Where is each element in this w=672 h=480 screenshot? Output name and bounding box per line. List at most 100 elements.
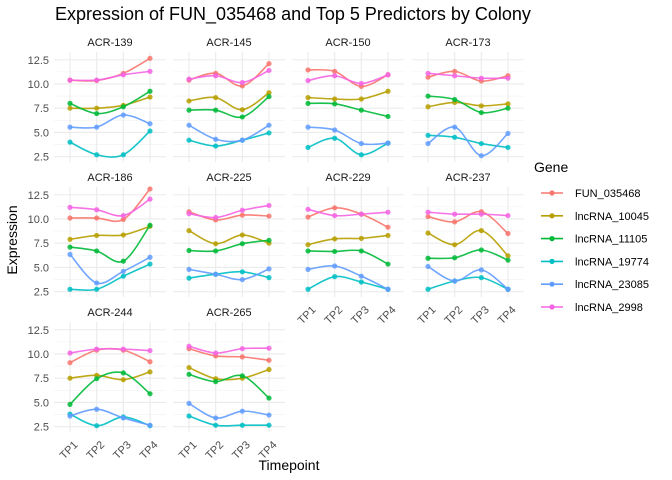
data-point xyxy=(358,140,364,147)
x-axis-label: Timepoint xyxy=(259,457,320,473)
series-line-lncrna_2998 xyxy=(188,345,270,354)
data-point xyxy=(452,68,458,74)
data-point xyxy=(147,94,153,100)
facet-panel: ACR-237 TP1 TP2 TP3 TP4 xyxy=(412,172,524,327)
data-point xyxy=(186,107,192,113)
data-point xyxy=(67,215,73,221)
data-point xyxy=(67,244,73,250)
x-tick-label: TP2 xyxy=(442,304,465,327)
data-point xyxy=(332,96,338,102)
facet-strip-label: ACR-265 xyxy=(206,307,251,319)
data-point xyxy=(266,130,272,136)
legend-item: FUN_035468 xyxy=(541,188,640,200)
data-point xyxy=(452,278,458,284)
series-line-lncrna_2998 xyxy=(188,69,270,84)
data-point xyxy=(67,401,73,407)
series-line-lncrna_2998 xyxy=(307,74,389,85)
data-point xyxy=(385,72,391,78)
data-point xyxy=(305,214,311,220)
data-point xyxy=(505,212,511,219)
y-tick-label: 12.5 xyxy=(28,325,49,337)
series-line-lncrna_23085 xyxy=(188,402,270,419)
data-point xyxy=(239,212,245,218)
data-point xyxy=(305,100,311,106)
data-point xyxy=(94,105,100,111)
data-point xyxy=(213,107,219,113)
data-point xyxy=(213,143,219,149)
data-point xyxy=(67,350,73,356)
data-point xyxy=(425,286,431,292)
facet-panel: ACR-244 2.5 5.0 7.5 10.0 12.5 TP1 TP2 TP3 TP4 xyxy=(28,307,166,462)
series-line-lncrna_11105 xyxy=(69,224,151,263)
facet-panel: ACR-229 TP1 TP2 TP3 TP4 xyxy=(292,172,404,327)
data-point xyxy=(94,280,100,286)
data-point xyxy=(332,73,338,79)
data-point xyxy=(478,211,484,217)
y-tick-label: 2.5 xyxy=(34,287,49,299)
legend-label: lncRNA_19774 xyxy=(575,256,649,268)
data-point xyxy=(147,347,153,354)
x-tick-label: TP2 xyxy=(322,304,345,327)
series-line-lncrna_11105 xyxy=(188,95,270,119)
series-line-lncrna_23085 xyxy=(427,126,509,157)
legend-key-point xyxy=(549,213,555,219)
data-point xyxy=(147,196,153,202)
data-point xyxy=(239,207,245,213)
facet-strip-label: ACR-237 xyxy=(445,172,490,184)
data-point xyxy=(239,354,245,360)
data-point xyxy=(213,422,219,428)
data-point xyxy=(425,104,431,110)
data-point xyxy=(452,96,458,103)
data-point xyxy=(147,391,153,397)
data-point xyxy=(505,286,511,292)
data-point xyxy=(186,211,192,217)
data-point xyxy=(213,379,219,385)
data-point xyxy=(94,232,100,239)
x-tick-label: TP3 xyxy=(349,304,372,327)
data-point xyxy=(478,247,484,253)
data-point xyxy=(332,263,338,269)
data-point xyxy=(239,107,245,113)
data-point xyxy=(358,80,364,87)
data-point xyxy=(425,93,431,99)
data-point xyxy=(332,274,338,280)
data-point xyxy=(478,275,484,281)
data-point xyxy=(239,137,245,143)
legend-label: lncRNA_23085 xyxy=(575,279,649,291)
series-line-lncrna_2998 xyxy=(427,211,509,217)
data-point xyxy=(425,213,431,220)
data-point xyxy=(147,186,153,192)
data-point xyxy=(120,72,126,78)
series-line-lncrna_2998 xyxy=(69,347,151,354)
data-point xyxy=(478,103,484,109)
series-line-lncrna_10045 xyxy=(69,225,151,241)
series-line-lncrna_19774 xyxy=(307,275,389,291)
legend-item: lncRNA_10045 xyxy=(541,211,649,223)
series-line-lncrna_19774 xyxy=(69,263,151,292)
data-point xyxy=(266,395,272,401)
data-point xyxy=(425,140,431,147)
data-point xyxy=(266,90,272,96)
data-point xyxy=(266,61,272,67)
data-point xyxy=(266,266,272,272)
series-line-lncrna_23085 xyxy=(307,126,389,146)
data-point xyxy=(478,140,484,147)
data-point xyxy=(213,350,219,356)
data-point xyxy=(67,360,73,366)
data-point xyxy=(186,275,192,281)
data-point xyxy=(213,73,219,79)
data-point xyxy=(186,76,192,82)
data-point xyxy=(266,237,272,243)
data-point xyxy=(67,77,73,83)
data-point xyxy=(186,364,192,371)
legend-key-point xyxy=(549,304,555,310)
y-axis-label: Expression xyxy=(4,205,20,274)
facet-strip-label: ACR-229 xyxy=(325,172,370,184)
legend-item: lncRNA_11105 xyxy=(541,234,647,246)
data-point xyxy=(67,375,73,381)
data-point xyxy=(147,369,153,375)
series-line-fun_035468 xyxy=(69,188,151,223)
data-point xyxy=(213,94,219,101)
data-point xyxy=(120,232,126,238)
series-line-lncrna_23085 xyxy=(69,253,151,285)
